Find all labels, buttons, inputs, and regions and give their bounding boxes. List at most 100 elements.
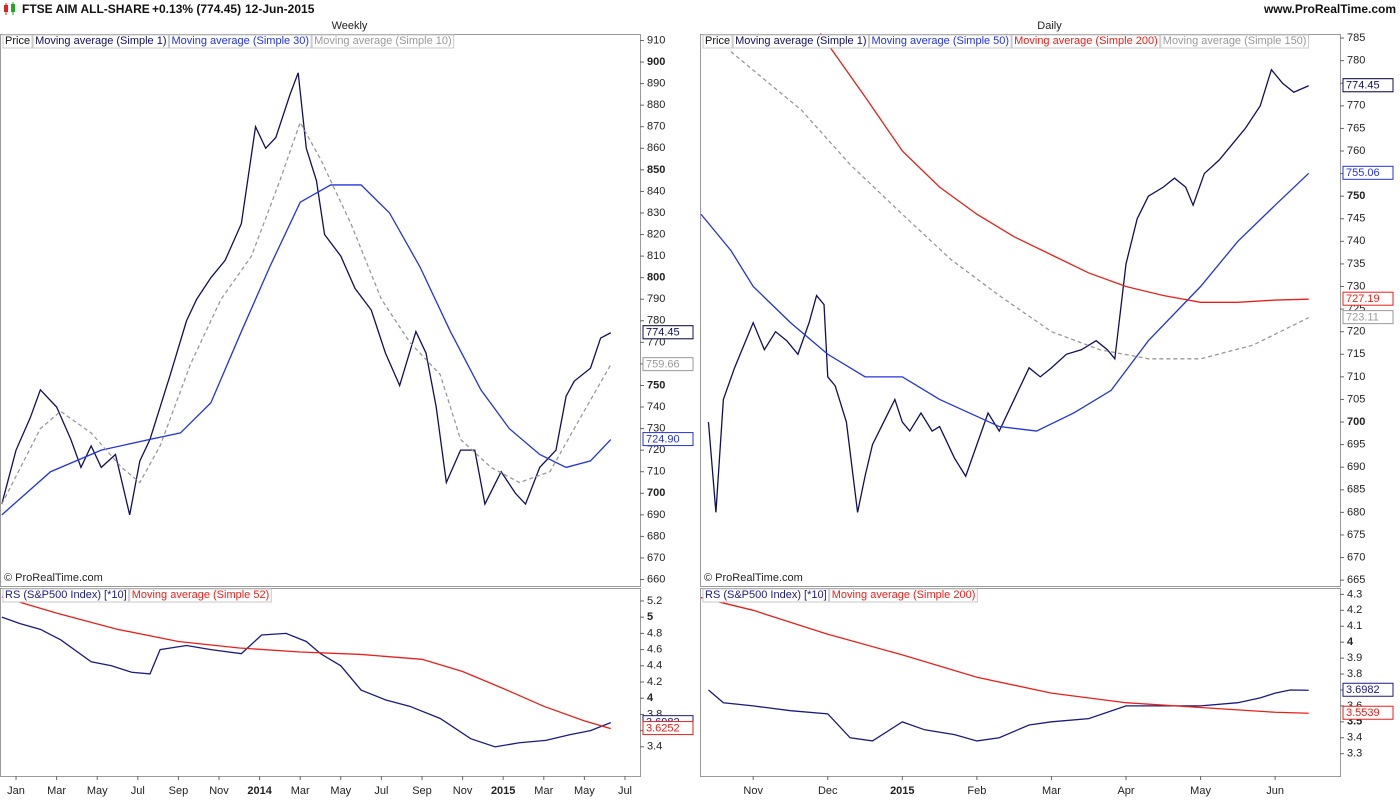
y-tick-label: 5.2 xyxy=(647,595,662,607)
legend-box xyxy=(129,588,272,603)
price-tag xyxy=(1342,165,1394,180)
y-tick-label: 750 xyxy=(647,379,665,391)
x-tick-label: May xyxy=(330,785,351,797)
y-tick-label: 5 xyxy=(647,611,653,623)
y-tick-label: 670 xyxy=(1347,551,1365,563)
x-tick-label: May xyxy=(87,785,108,797)
legend-box xyxy=(869,34,1012,49)
y-tick-label: 3.3 xyxy=(1347,748,1362,760)
instrument-title: FTSE AIM ALL-SHARE xyxy=(22,2,150,16)
y-tick-label: 870 xyxy=(647,121,665,133)
y-tick-label: 780 xyxy=(647,315,665,327)
panel-title: Daily xyxy=(1037,20,1062,32)
change: +0.13% (774.45) xyxy=(152,2,241,16)
price-tag-label: 759.66 xyxy=(646,359,680,371)
legend-box xyxy=(1160,34,1309,49)
y-tick-label: 720 xyxy=(647,444,665,456)
y-tick-label: 4 xyxy=(1347,636,1354,648)
x-tick-label: 2015 xyxy=(491,785,515,797)
price-tag xyxy=(642,357,694,372)
y-tick-label: 685 xyxy=(1347,484,1365,496)
y-tick-label: 750 xyxy=(1347,190,1365,202)
y-tick-label: 730 xyxy=(1347,280,1365,292)
x-tick-label: Mar xyxy=(291,785,310,797)
y-tick-label: 710 xyxy=(647,466,665,478)
legend-entry: Price xyxy=(5,35,30,47)
legend-box xyxy=(732,34,870,49)
y-tick-label: 695 xyxy=(1347,439,1365,451)
y-tick-label: 705 xyxy=(1347,393,1365,405)
series-line xyxy=(700,596,1309,714)
legend-box xyxy=(1011,34,1161,49)
y-tick-label: 770 xyxy=(1347,100,1365,112)
price-tag-label: 3.5539 xyxy=(1346,707,1380,719)
y-tick-label: 4.6 xyxy=(647,643,662,655)
y-tick-label: 690 xyxy=(647,509,665,521)
legend-entry: Moving average (Simple 30) xyxy=(172,35,310,47)
x-tick-label: 2014 xyxy=(247,785,272,797)
y-tick-label: 660 xyxy=(647,573,665,585)
legend-box xyxy=(702,34,733,49)
price-tag-label: 774.45 xyxy=(646,327,680,339)
legend-box xyxy=(311,34,455,49)
y-tick-label: 3.4 xyxy=(647,741,662,753)
legend-entry: Moving average (Simple 1) xyxy=(735,35,866,47)
series-line xyxy=(730,51,1309,360)
legend-entry: Moving average (Simple 200) xyxy=(1014,35,1158,47)
y-tick-label: 745 xyxy=(1347,213,1365,225)
date: 12-Jun-2015 xyxy=(245,2,315,16)
x-tick-label: Nov xyxy=(743,785,763,797)
y-tick-label: 785 xyxy=(1347,32,1365,44)
x-tick-label: May xyxy=(1190,785,1211,797)
x-tick-label: Apr xyxy=(1117,785,1134,797)
series-line xyxy=(1,596,611,730)
y-tick-label: 800 xyxy=(647,272,665,284)
price-tag-label: 723.11 xyxy=(1346,312,1379,324)
series-line xyxy=(1,616,612,748)
y-tick-label: 675 xyxy=(1347,529,1365,541)
legend-box xyxy=(829,588,978,603)
y-tick-label: 670 xyxy=(647,552,665,564)
y-tick-label: 680 xyxy=(1347,506,1365,518)
legend-entry: Moving average (Simple 50) xyxy=(872,35,1010,47)
legend-box xyxy=(702,588,830,603)
y-tick-label: 700 xyxy=(1347,416,1365,428)
y-tick-label: 790 xyxy=(647,293,665,305)
y-tick-label: 735 xyxy=(1347,258,1365,270)
y-tick-label: 4 xyxy=(647,692,654,704)
credit: © ProRealTime.com xyxy=(4,572,103,584)
series-line xyxy=(1,120,612,505)
y-tick-label: 880 xyxy=(647,99,665,111)
series-line xyxy=(1,72,612,515)
y-tick-label: 765 xyxy=(1347,122,1365,134)
series-line xyxy=(708,689,1309,742)
x-tick-label: Jul xyxy=(374,785,388,797)
y-tick-label: 690 xyxy=(1347,461,1365,473)
y-tick-label: 890 xyxy=(647,78,665,90)
site: www.ProRealTime.com xyxy=(1263,2,1396,16)
series-line xyxy=(1,184,612,516)
legend-box xyxy=(32,34,170,49)
legend-entry: Moving average (Simple 52) xyxy=(132,589,270,601)
legend-entry: RS (S&P500 Index) [*10] xyxy=(705,589,827,601)
y-tick-label: 900 xyxy=(647,56,665,68)
y-tick-label: 720 xyxy=(1347,326,1365,338)
y-tick-label: 820 xyxy=(647,228,665,240)
series-line xyxy=(819,33,1309,303)
x-tick-label: Mar xyxy=(47,785,66,797)
x-tick-label: 2015 xyxy=(890,785,914,797)
y-tick-label: 715 xyxy=(1347,348,1365,360)
x-tick-label: Sep xyxy=(412,785,432,797)
y-tick-label: 730 xyxy=(647,423,665,435)
y-tick-label: 4.2 xyxy=(647,676,662,688)
x-tick-label: Dec xyxy=(818,785,838,797)
panel-frame xyxy=(700,588,1341,777)
legend-entry: Moving average (Simple 1) xyxy=(35,35,166,47)
price-tag-label: 727.19 xyxy=(1346,293,1380,305)
legend-entry: Moving average (Simple 200) xyxy=(832,589,976,601)
x-tick-label: Mar xyxy=(534,785,553,797)
price-tag xyxy=(642,721,694,736)
y-tick-label: 770 xyxy=(647,336,665,348)
